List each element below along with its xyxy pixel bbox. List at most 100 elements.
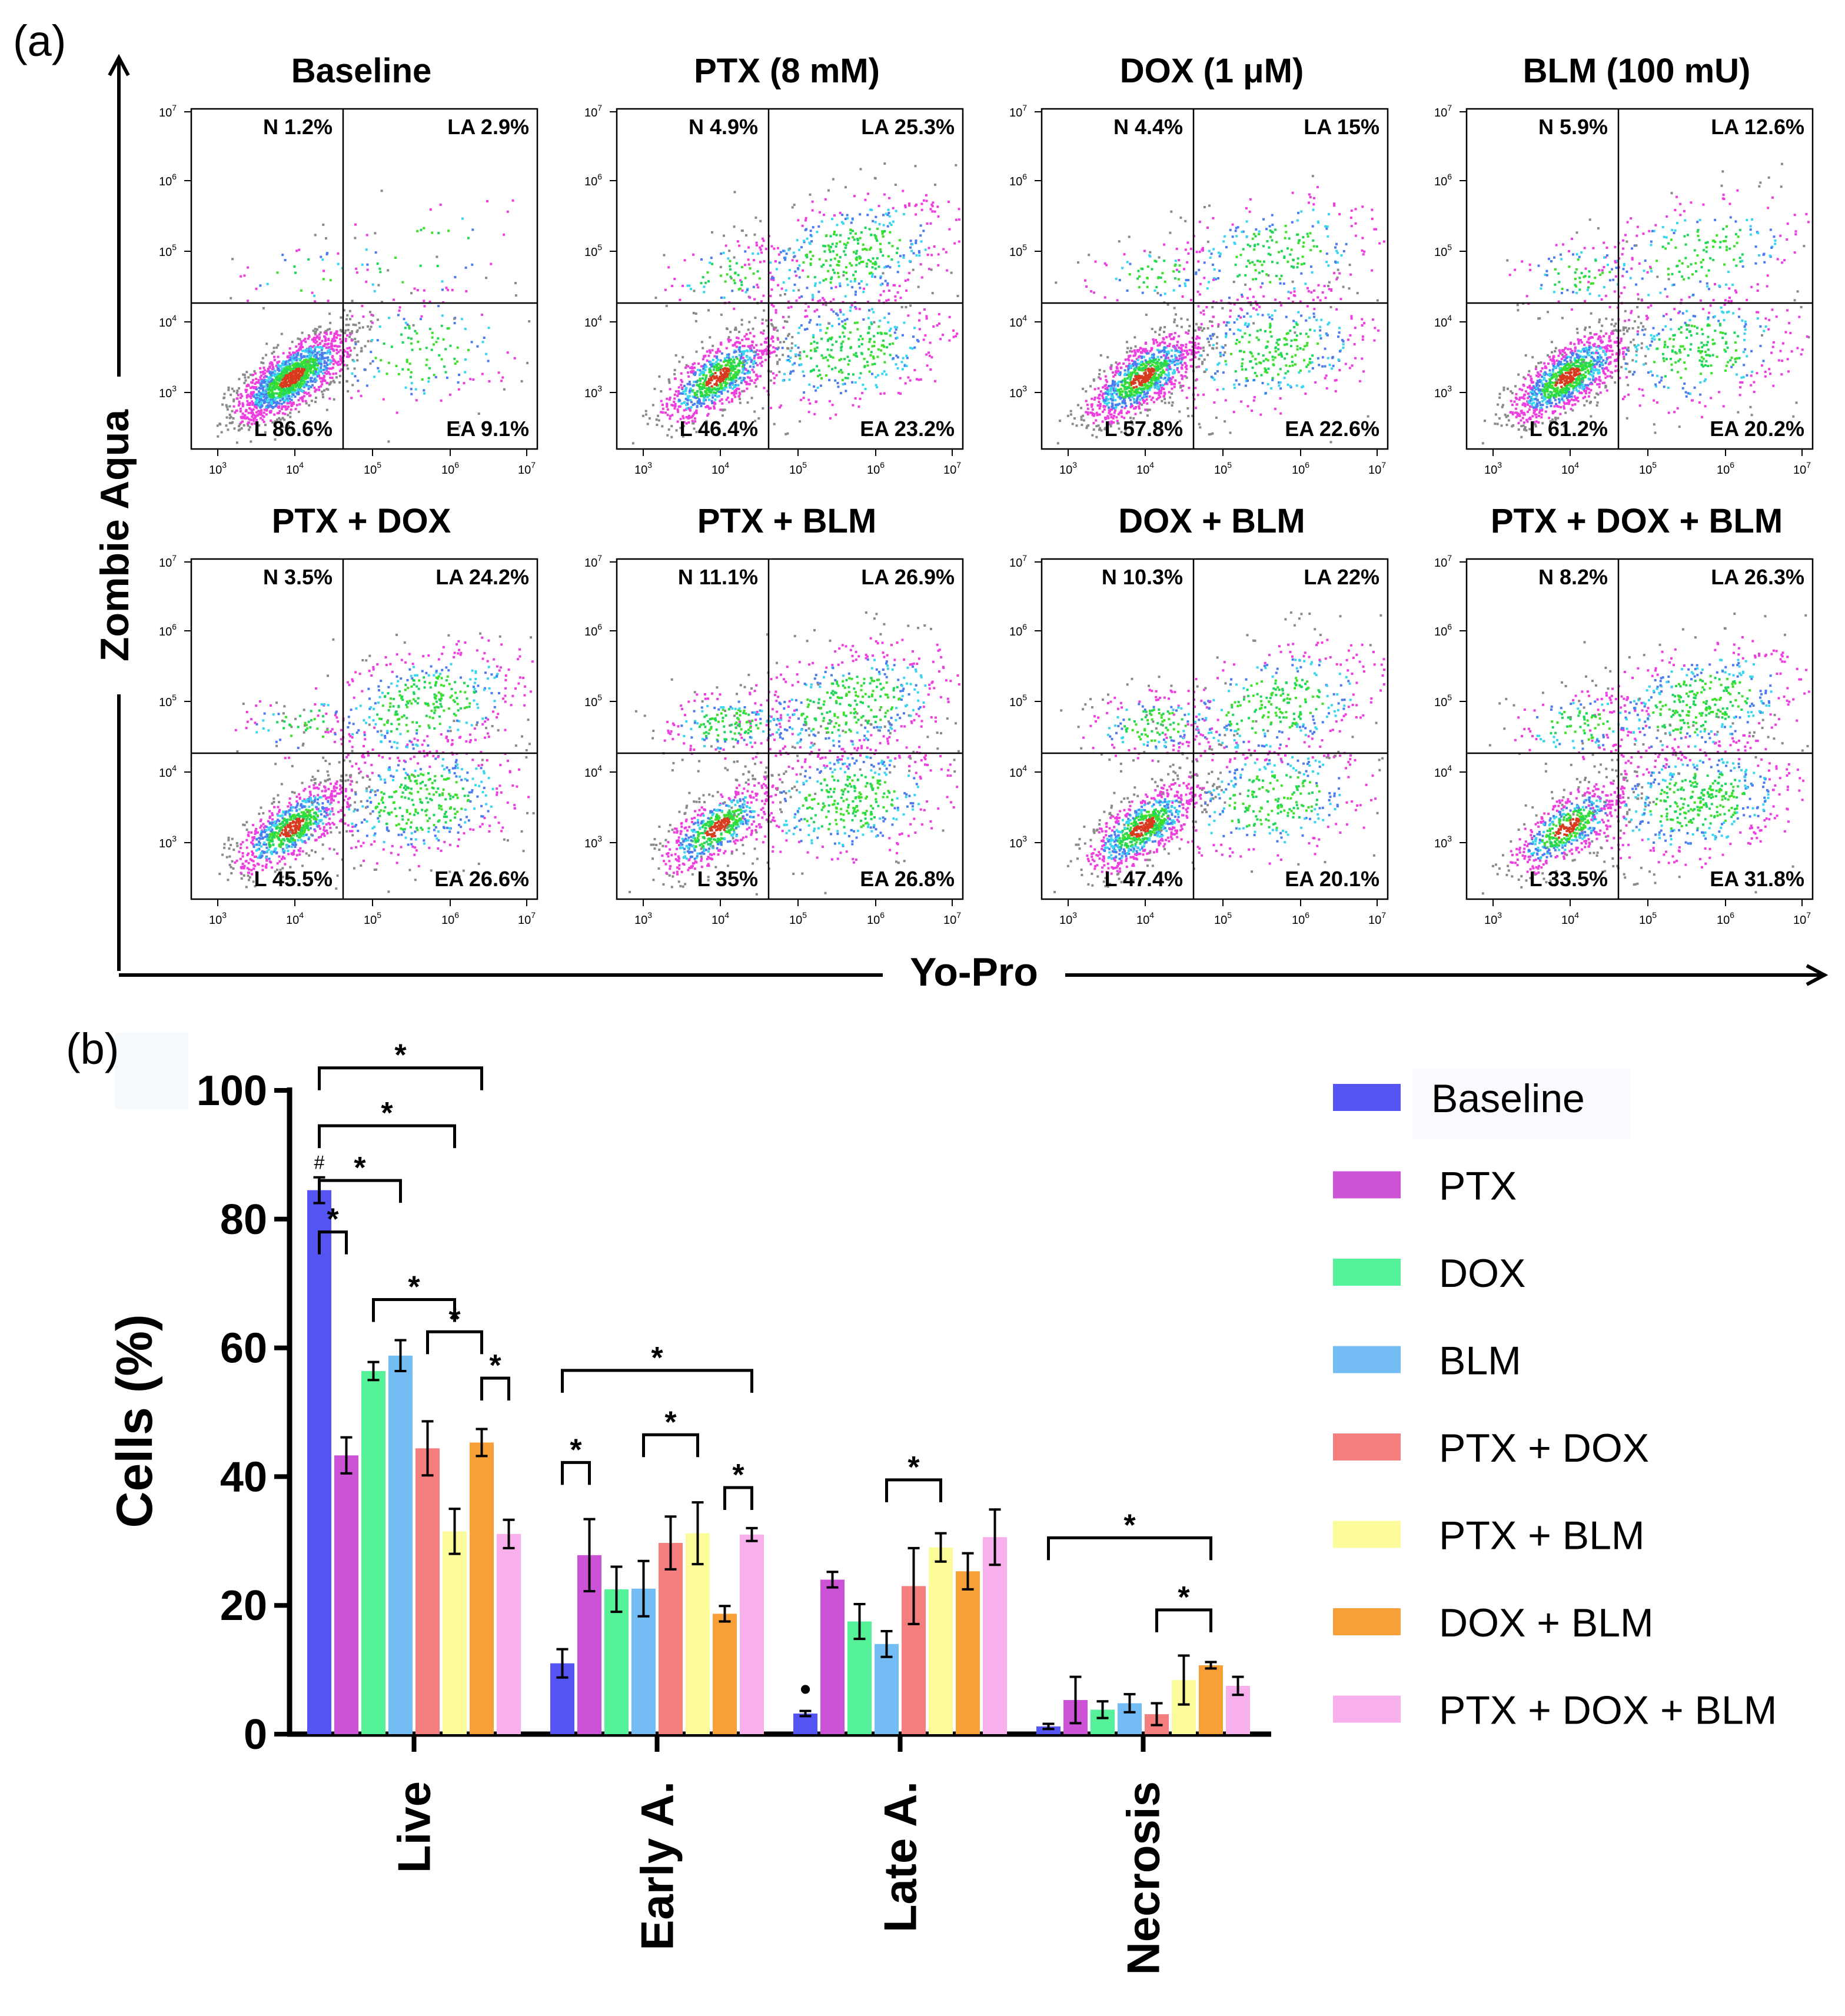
flow-event-dot: [707, 280, 710, 283]
flow-event-dot: [1141, 351, 1143, 354]
flow-event-dot: [1143, 367, 1146, 369]
flow-event-dot: [334, 344, 337, 347]
flow-event-dot: [1165, 379, 1168, 382]
flow-event-dot: [352, 323, 355, 326]
flow-event-dot: [316, 359, 319, 362]
flow-event-dot: [1143, 372, 1146, 375]
flow-event-dot: [445, 287, 448, 290]
flow-event-dot: [1219, 355, 1222, 358]
flow-event-dot: [666, 397, 669, 400]
flow-event-dot: [1175, 359, 1178, 362]
flow-event-dot: [379, 271, 382, 274]
flow-event-dot: [804, 315, 807, 318]
flow-event-dot: [301, 369, 303, 372]
flow-event-dot: [1327, 357, 1329, 360]
flow-event-dot: [759, 375, 762, 378]
flow-event-dot: [1110, 416, 1113, 418]
flow-event-dot: [813, 276, 816, 279]
flow-event-dot: [832, 178, 835, 181]
flow-event-dot: [276, 412, 279, 415]
flow-event-dot: [1159, 350, 1162, 353]
flow-event-dot: [831, 218, 833, 221]
flow-event-dot: [297, 399, 300, 401]
flow-event-dot: [1319, 329, 1322, 332]
flow-event-dot: [261, 418, 264, 421]
flow-event-dot: [1211, 324, 1214, 327]
flow-event-dot: [269, 384, 272, 387]
flow-event-dot: [262, 395, 265, 398]
flow-event-dot: [1177, 359, 1180, 362]
flow-event-dot: [753, 233, 756, 236]
flow-event-dot: [737, 369, 740, 372]
flow-event-dot: [703, 363, 706, 366]
flow-event-dot: [706, 271, 709, 274]
flow-event-dot: [272, 396, 275, 399]
flow-event-dot: [310, 366, 313, 369]
flow-event-dot: [853, 321, 856, 324]
flow-event-dot: [677, 405, 680, 408]
flow-event-dot: [872, 357, 875, 360]
flow-event-dot: [296, 368, 299, 371]
flow-event-dot: [673, 393, 676, 396]
flow-event-dot: [257, 398, 260, 401]
flow-event-dot: [232, 417, 235, 420]
flow-event-dot: [265, 413, 268, 416]
flow-event-dot: [259, 376, 262, 379]
flow-event-dot: [1091, 403, 1093, 406]
flow-event-dot: [744, 291, 747, 294]
flow-event-dot: [302, 382, 304, 385]
flow-event-dot: [839, 234, 842, 237]
flow-event-dot: [463, 382, 466, 385]
flow-event-dot: [759, 362, 762, 365]
flow-event-dot: [726, 273, 729, 276]
flow-event-dot: [292, 384, 295, 387]
flow-event-dot: [751, 340, 754, 343]
flow-event-dot: [1153, 374, 1156, 376]
flow-event-dot: [1111, 403, 1114, 405]
flow-event-dot: [712, 358, 714, 361]
flow-event-dot: [716, 395, 719, 398]
flow-event-dot: [728, 359, 731, 362]
flow-event-dot: [836, 314, 839, 317]
flow-event-dot: [707, 309, 710, 312]
flow-event-dot: [292, 353, 295, 356]
flow-event-dot: [274, 388, 276, 391]
flow-event-dot: [337, 363, 340, 366]
flow-event-dot: [1181, 389, 1184, 392]
flow-event-dot: [789, 350, 792, 352]
flow-event-dot: [888, 330, 891, 332]
flow-event-dot: [641, 414, 644, 417]
flow-event-dot: [753, 346, 756, 349]
flow-event-dot: [726, 375, 729, 378]
flow-event-dot: [886, 225, 889, 228]
flow-event-dot: [1344, 362, 1347, 365]
flow-event-dot: [848, 360, 851, 362]
flow-event-dot: [252, 408, 255, 411]
flow-event-dot: [756, 377, 759, 380]
flow-event-dot: [868, 228, 871, 231]
flow-event-dot: [248, 418, 251, 421]
flow-event-dot: [846, 318, 849, 321]
flow-event-dot: [1108, 411, 1111, 414]
flow-event-dot: [1154, 358, 1157, 361]
flow-event-dot: [789, 360, 792, 363]
flow-event-dot: [290, 359, 293, 362]
flow-event-dot: [844, 186, 847, 189]
flow-event-dot: [686, 399, 689, 402]
flow-event-dot: [1132, 380, 1135, 382]
flow-event-dot: [909, 347, 912, 350]
flow-event-dot: [673, 407, 676, 410]
flow-event-dot: [1262, 295, 1265, 298]
flow-event-dot: [283, 372, 286, 375]
flow-event-dot: [1224, 335, 1227, 338]
flow-event-dot: [271, 362, 274, 365]
flow-event-dot: [218, 423, 221, 425]
flow-event-dot: [1247, 322, 1250, 325]
flow-event-dot: [1144, 374, 1147, 377]
flow-event-dot: [736, 357, 739, 360]
flow-event-dot: [1241, 335, 1244, 338]
flow-event-dot: [708, 349, 711, 352]
flow-event-dot: [837, 317, 840, 320]
flow-event-dot: [854, 397, 857, 400]
flow-event-dot: [344, 340, 347, 342]
